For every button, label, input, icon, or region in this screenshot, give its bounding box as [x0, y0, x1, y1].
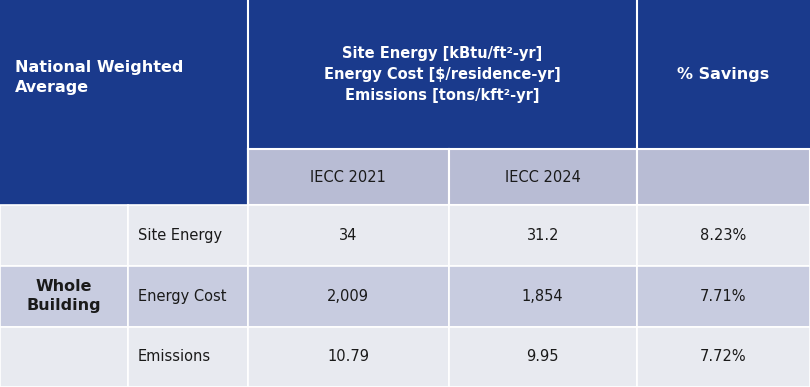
Text: 2,009: 2,009: [327, 289, 369, 304]
Bar: [0, 327, 128, 387]
Bar: [128, 205, 248, 266]
Bar: [0, 205, 128, 266]
Bar: [637, 266, 810, 327]
Bar: [449, 327, 637, 387]
Bar: [449, 205, 637, 266]
Bar: [637, 327, 810, 387]
Bar: [248, 327, 449, 387]
Text: 1,854: 1,854: [522, 289, 564, 304]
Text: Emissions: Emissions: [138, 349, 211, 364]
Text: Energy Cost: Energy Cost: [138, 289, 226, 304]
Text: Whole
Building: Whole Building: [27, 279, 101, 313]
Bar: [248, 149, 449, 205]
Text: 8.23%: 8.23%: [700, 228, 747, 243]
Text: 7.71%: 7.71%: [700, 289, 747, 304]
Bar: [0, 266, 128, 327]
Bar: [637, 205, 810, 266]
Text: 7.72%: 7.72%: [700, 349, 747, 364]
Bar: [248, 266, 449, 327]
Text: 34: 34: [339, 228, 357, 243]
Text: 31.2: 31.2: [526, 228, 559, 243]
Bar: [449, 266, 637, 327]
Text: National Weighted
Average: National Weighted Average: [15, 60, 183, 95]
Bar: [0, 0, 248, 205]
Bar: [248, 0, 637, 149]
Bar: [637, 0, 810, 149]
Bar: [449, 149, 637, 205]
Text: % Savings: % Savings: [677, 67, 770, 82]
Text: Site Energy: Site Energy: [138, 228, 222, 243]
Bar: [637, 149, 810, 205]
Bar: [128, 266, 248, 327]
Text: 9.95: 9.95: [526, 349, 559, 364]
Bar: [128, 327, 248, 387]
Bar: [248, 205, 449, 266]
Text: IECC 2024: IECC 2024: [505, 170, 581, 185]
Text: 10.79: 10.79: [327, 349, 369, 364]
Text: Site Energy [kBtu/ft²-yr]
Energy Cost [$/residence-yr]
Emissions [tons/kft²-yr]: Site Energy [kBtu/ft²-yr] Energy Cost [$…: [324, 46, 561, 103]
Text: IECC 2021: IECC 2021: [310, 170, 386, 185]
